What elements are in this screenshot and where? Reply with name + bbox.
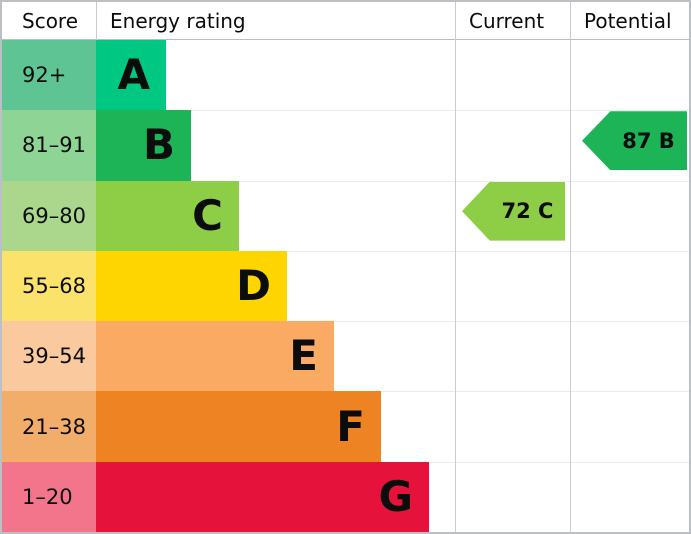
header-energy-rating-label: Energy rating [110,8,246,33]
band-bar: A [96,40,166,111]
band-score-label: 21–38 [22,414,86,439]
band-score-label: 1–20 [22,484,73,509]
band-letter: G [378,471,413,521]
band-score-cell: 21–38 [2,391,96,462]
score-column-divider [96,2,97,40]
band-row: 39–54 E [2,321,689,392]
band-score-label: 55–68 [22,273,86,298]
band-score-cell: 92+ [2,40,96,111]
band-score-cell: 69–80 [2,180,96,251]
band-letter: F [336,401,365,451]
potential-column-divider [570,2,571,532]
band-row: 21–38 F [2,391,689,462]
band-row: 92+ A [2,40,689,111]
band-row: 55–68 D [2,250,689,322]
band-row: 1–20 G [2,461,689,532]
band-row: 81–91 B [2,110,689,181]
header-potential-label: Potential [584,8,672,33]
band-bar: B [96,110,191,181]
band-letter: B [142,120,175,170]
header-current-label: Current [469,8,545,33]
band-score-cell: 81–91 [2,110,96,181]
band-bar: E [96,321,334,392]
band-rows: 92+ A 81–91 B 69–80 C 55–68 D 39–54 E [2,40,689,532]
band-bar: G [96,461,429,532]
row-separator [2,180,689,182]
band-bar: D [96,250,287,322]
band-score-cell: 39–54 [2,321,96,392]
band-score-cell: 1–20 [2,461,96,532]
band-score-cell: 55–68 [2,250,96,322]
band-bar: C [96,180,239,251]
current-column-divider [455,2,456,532]
chart-header: Score Energy rating Current Potential [2,2,689,40]
band-letter: A [117,50,150,100]
band-letter: E [289,331,318,381]
band-score-label: 92+ [22,63,67,88]
header-score-label: Score [22,8,79,33]
band-row: 69–80 C [2,180,689,251]
band-letter: D [236,260,271,310]
band-bar: F [96,391,381,462]
band-letter: C [192,190,223,240]
row-separator [2,110,689,112]
band-score-label: 39–54 [22,344,86,369]
band-score-label: 69–80 [22,203,86,228]
row-separator [2,321,689,323]
band-score-label: 81–91 [22,133,86,158]
row-separator [2,250,689,252]
